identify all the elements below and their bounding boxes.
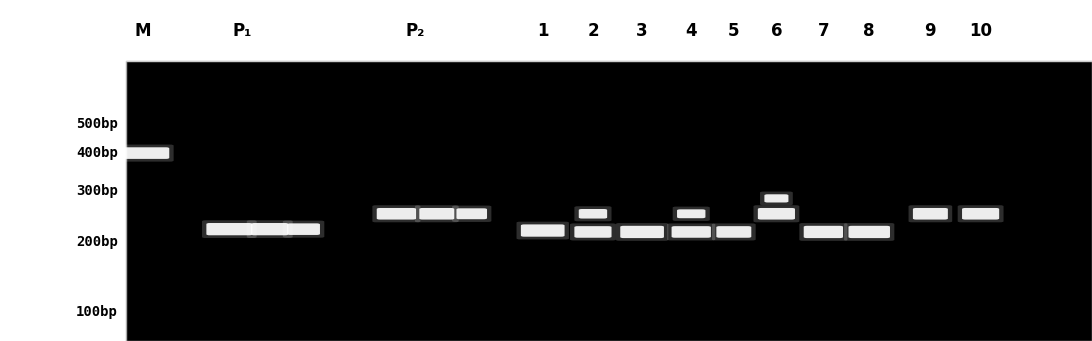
FancyBboxPatch shape <box>517 222 569 239</box>
Text: 4: 4 <box>686 22 697 40</box>
Text: 10: 10 <box>969 22 993 40</box>
FancyBboxPatch shape <box>574 206 612 221</box>
Text: 100bp: 100bp <box>76 305 118 318</box>
FancyBboxPatch shape <box>251 223 288 235</box>
Text: 3: 3 <box>637 22 648 40</box>
FancyBboxPatch shape <box>202 220 257 238</box>
FancyBboxPatch shape <box>799 223 847 241</box>
Text: 7: 7 <box>818 22 829 40</box>
FancyBboxPatch shape <box>570 223 616 240</box>
FancyBboxPatch shape <box>962 208 999 220</box>
Text: 300bp: 300bp <box>76 184 118 198</box>
FancyBboxPatch shape <box>616 223 668 241</box>
FancyBboxPatch shape <box>283 221 324 238</box>
FancyBboxPatch shape <box>574 226 612 238</box>
FancyBboxPatch shape <box>913 208 948 220</box>
Text: 1: 1 <box>537 22 548 40</box>
Text: 5: 5 <box>728 22 739 40</box>
FancyBboxPatch shape <box>958 205 1004 222</box>
FancyBboxPatch shape <box>716 226 751 238</box>
Text: 6: 6 <box>771 22 782 40</box>
FancyBboxPatch shape <box>712 223 756 240</box>
Text: P₂: P₂ <box>405 22 425 40</box>
FancyBboxPatch shape <box>760 192 793 205</box>
FancyBboxPatch shape <box>372 205 420 222</box>
FancyBboxPatch shape <box>673 207 710 221</box>
FancyBboxPatch shape <box>753 205 799 222</box>
FancyBboxPatch shape <box>456 208 487 219</box>
Text: 200bp: 200bp <box>76 235 118 249</box>
FancyBboxPatch shape <box>247 220 293 238</box>
Text: P₁: P₁ <box>233 22 252 40</box>
FancyBboxPatch shape <box>848 226 890 238</box>
FancyBboxPatch shape <box>667 223 715 240</box>
FancyBboxPatch shape <box>672 226 711 238</box>
FancyBboxPatch shape <box>909 205 952 222</box>
FancyBboxPatch shape <box>677 209 705 218</box>
Text: 500bp: 500bp <box>76 117 118 131</box>
FancyBboxPatch shape <box>620 226 664 238</box>
Text: 2: 2 <box>587 22 598 40</box>
FancyBboxPatch shape <box>287 223 320 235</box>
Text: 400bp: 400bp <box>76 146 118 160</box>
FancyBboxPatch shape <box>844 223 894 241</box>
FancyBboxPatch shape <box>579 209 607 219</box>
FancyBboxPatch shape <box>419 208 454 220</box>
FancyBboxPatch shape <box>415 205 459 222</box>
FancyBboxPatch shape <box>758 208 795 220</box>
FancyBboxPatch shape <box>521 224 565 237</box>
FancyBboxPatch shape <box>206 223 252 235</box>
Text: 9: 9 <box>925 22 936 40</box>
FancyBboxPatch shape <box>377 208 416 220</box>
FancyBboxPatch shape <box>452 206 491 222</box>
Text: M: M <box>134 22 152 40</box>
Text: 8: 8 <box>864 22 875 40</box>
FancyBboxPatch shape <box>112 145 174 162</box>
FancyBboxPatch shape <box>764 194 788 203</box>
FancyBboxPatch shape <box>804 226 843 238</box>
FancyBboxPatch shape <box>117 147 169 159</box>
Bar <box>126 61 1092 341</box>
